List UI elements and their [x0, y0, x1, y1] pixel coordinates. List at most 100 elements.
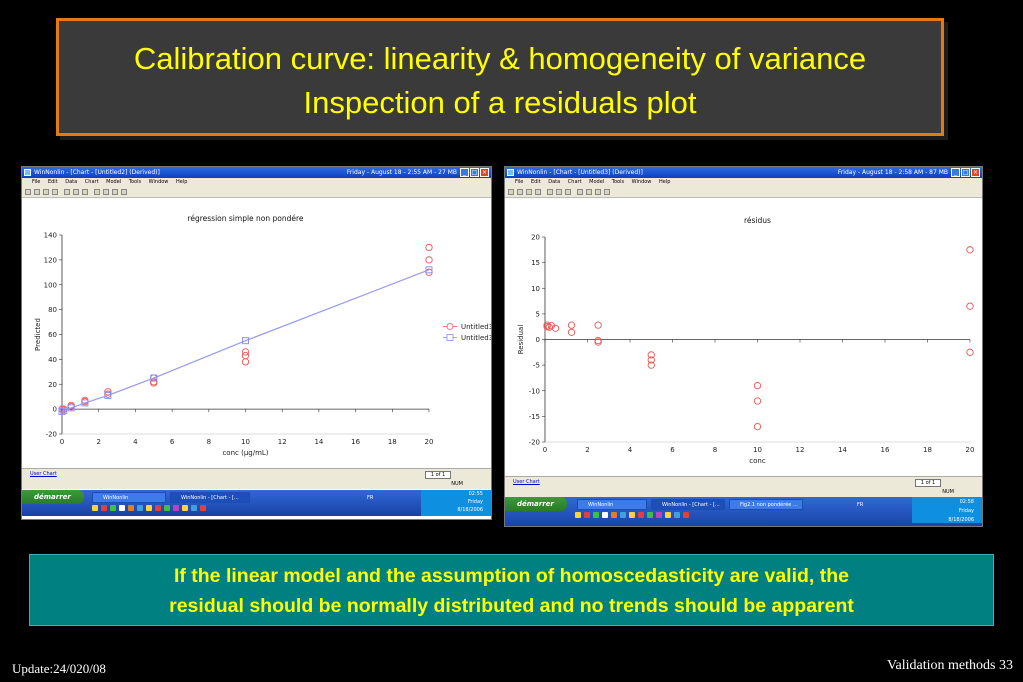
app-icon[interactable]	[593, 512, 599, 518]
app-icon[interactable]	[683, 512, 689, 518]
taskbar-item-chart[interactable]: WinNonlin - [Chart - [...	[651, 499, 725, 510]
print-icon[interactable]	[535, 189, 541, 195]
app-icon[interactable]	[584, 512, 590, 518]
y-tick-label: 120	[44, 256, 57, 264]
clock-time: 02:55	[468, 491, 483, 497]
app-icon[interactable]	[155, 505, 161, 511]
app-icon[interactable]	[611, 512, 617, 518]
maximize-icon[interactable]: □	[470, 168, 479, 177]
app-icon[interactable]	[146, 505, 152, 511]
left-window-titlebar: WinNonlin - [Chart - [Untitled2] (Derive…	[22, 167, 491, 178]
open-icon[interactable]	[34, 189, 40, 195]
right-statusbar: NUM	[505, 488, 982, 497]
maximize-icon[interactable]: □	[961, 168, 970, 177]
close-icon[interactable]: ×	[971, 168, 980, 177]
minimize-icon[interactable]: _	[951, 168, 960, 177]
app-icon[interactable]	[629, 512, 635, 518]
app-icon[interactable]	[638, 512, 644, 518]
folder-icon[interactable]	[575, 512, 581, 518]
app-icon[interactable]	[665, 512, 671, 518]
y-axis-label: Predicted	[34, 318, 42, 351]
app-icon[interactable]	[101, 505, 107, 511]
copy-icon[interactable]	[556, 189, 562, 195]
app-icon[interactable]	[164, 505, 170, 511]
taskbar-item-winnonlin[interactable]: WinNonlin	[577, 499, 647, 510]
app-icon[interactable]	[119, 505, 125, 511]
menu-file[interactable]: File	[515, 179, 524, 185]
app-icon[interactable]	[656, 512, 662, 518]
minimize-icon[interactable]: _	[460, 168, 469, 177]
model-icon[interactable]	[112, 189, 118, 195]
paste-icon[interactable]	[565, 189, 571, 195]
open-icon[interactable]	[517, 189, 523, 195]
system-tray: 02:58 Friday 8/18/2006	[912, 497, 982, 523]
close-icon[interactable]: ×	[480, 168, 489, 177]
menu-tools[interactable]: Tools	[128, 179, 142, 185]
menu-help[interactable]: Help	[658, 179, 671, 185]
menu-chart[interactable]: Chart	[84, 179, 99, 185]
menu-edit[interactable]: Edit	[47, 179, 58, 185]
app-icon[interactable]	[137, 505, 143, 511]
app-icon[interactable]	[602, 512, 608, 518]
app-icon[interactable]	[128, 505, 134, 511]
copy-icon[interactable]	[73, 189, 79, 195]
menu-edit[interactable]: Edit	[530, 179, 541, 185]
y-tick-label: 100	[44, 281, 57, 289]
app-icon[interactable]	[182, 505, 188, 511]
app-icon[interactable]	[620, 512, 626, 518]
page-indicator: 1 of 1	[915, 479, 941, 487]
start-button[interactable]: démarrer	[505, 497, 567, 511]
new-icon[interactable]	[508, 189, 514, 195]
predicted-point	[150, 374, 158, 382]
cut-icon[interactable]	[64, 189, 70, 195]
folder-icon[interactable]	[92, 505, 98, 511]
chart-icon[interactable]	[103, 189, 109, 195]
left-taskbar: démarrer WinNonlin WinNonlin - [Chart - …	[22, 490, 491, 516]
predicted-point	[425, 266, 433, 274]
menu-model[interactable]: Model	[589, 179, 605, 185]
menu-chart[interactable]: Chart	[567, 179, 582, 185]
new-icon[interactable]	[25, 189, 31, 195]
taskbar-item-winnonlin[interactable]: WinNonlin	[92, 492, 166, 503]
menu-data[interactable]: Data	[65, 179, 78, 185]
app-icon[interactable]	[200, 505, 206, 511]
legend-marker	[446, 334, 454, 341]
cut-icon[interactable]	[547, 189, 553, 195]
menu-tools[interactable]: Tools	[611, 179, 625, 185]
save-icon[interactable]	[43, 189, 49, 195]
app-icon[interactable]	[674, 512, 680, 518]
page-indicator: 1 of 1	[425, 471, 451, 479]
y-axis-label: Residual	[517, 325, 525, 355]
tool-icon[interactable]	[121, 189, 127, 195]
paste-icon[interactable]	[82, 189, 88, 195]
check-icon[interactable]	[94, 189, 100, 195]
y-tick-label: 0	[536, 336, 540, 344]
taskbar-item-document[interactable]: Fig2.1 non pondérée ...	[729, 499, 803, 510]
observed-point	[241, 348, 250, 356]
app-icon[interactable]	[173, 505, 179, 511]
app-icon[interactable]	[647, 512, 653, 518]
menu-data[interactable]: Data	[548, 179, 561, 185]
menu-model[interactable]: Model	[106, 179, 122, 185]
app-icon[interactable]	[110, 505, 116, 511]
user-chart-tab[interactable]: User Chart	[30, 471, 57, 477]
tool-icon[interactable]	[604, 189, 610, 195]
menu-file[interactable]: File	[32, 179, 41, 185]
menu-help[interactable]: Help	[175, 179, 188, 185]
user-chart-tab[interactable]: User Chart	[513, 479, 540, 485]
start-button[interactable]: démarrer	[22, 490, 84, 504]
check-icon[interactable]	[577, 189, 583, 195]
menu-window[interactable]: Window	[631, 179, 652, 185]
save-icon[interactable]	[526, 189, 532, 195]
print-icon[interactable]	[52, 189, 58, 195]
menu-window[interactable]: Window	[148, 179, 169, 185]
observed-point	[753, 397, 762, 405]
taskbar-item-chart[interactable]: WinNonlin - [Chart - [...	[170, 492, 250, 503]
left-toolbar	[22, 187, 491, 198]
right-plot-area: résidus -20 -15 -10 -5 0 5 10 15 20 0 2 4 6 8 10 12 14 16 1…	[507, 199, 980, 474]
clock-time: 02:58	[959, 499, 974, 505]
app-icon[interactable]	[191, 505, 197, 511]
model-icon[interactable]	[595, 189, 601, 195]
chart-icon[interactable]	[586, 189, 592, 195]
